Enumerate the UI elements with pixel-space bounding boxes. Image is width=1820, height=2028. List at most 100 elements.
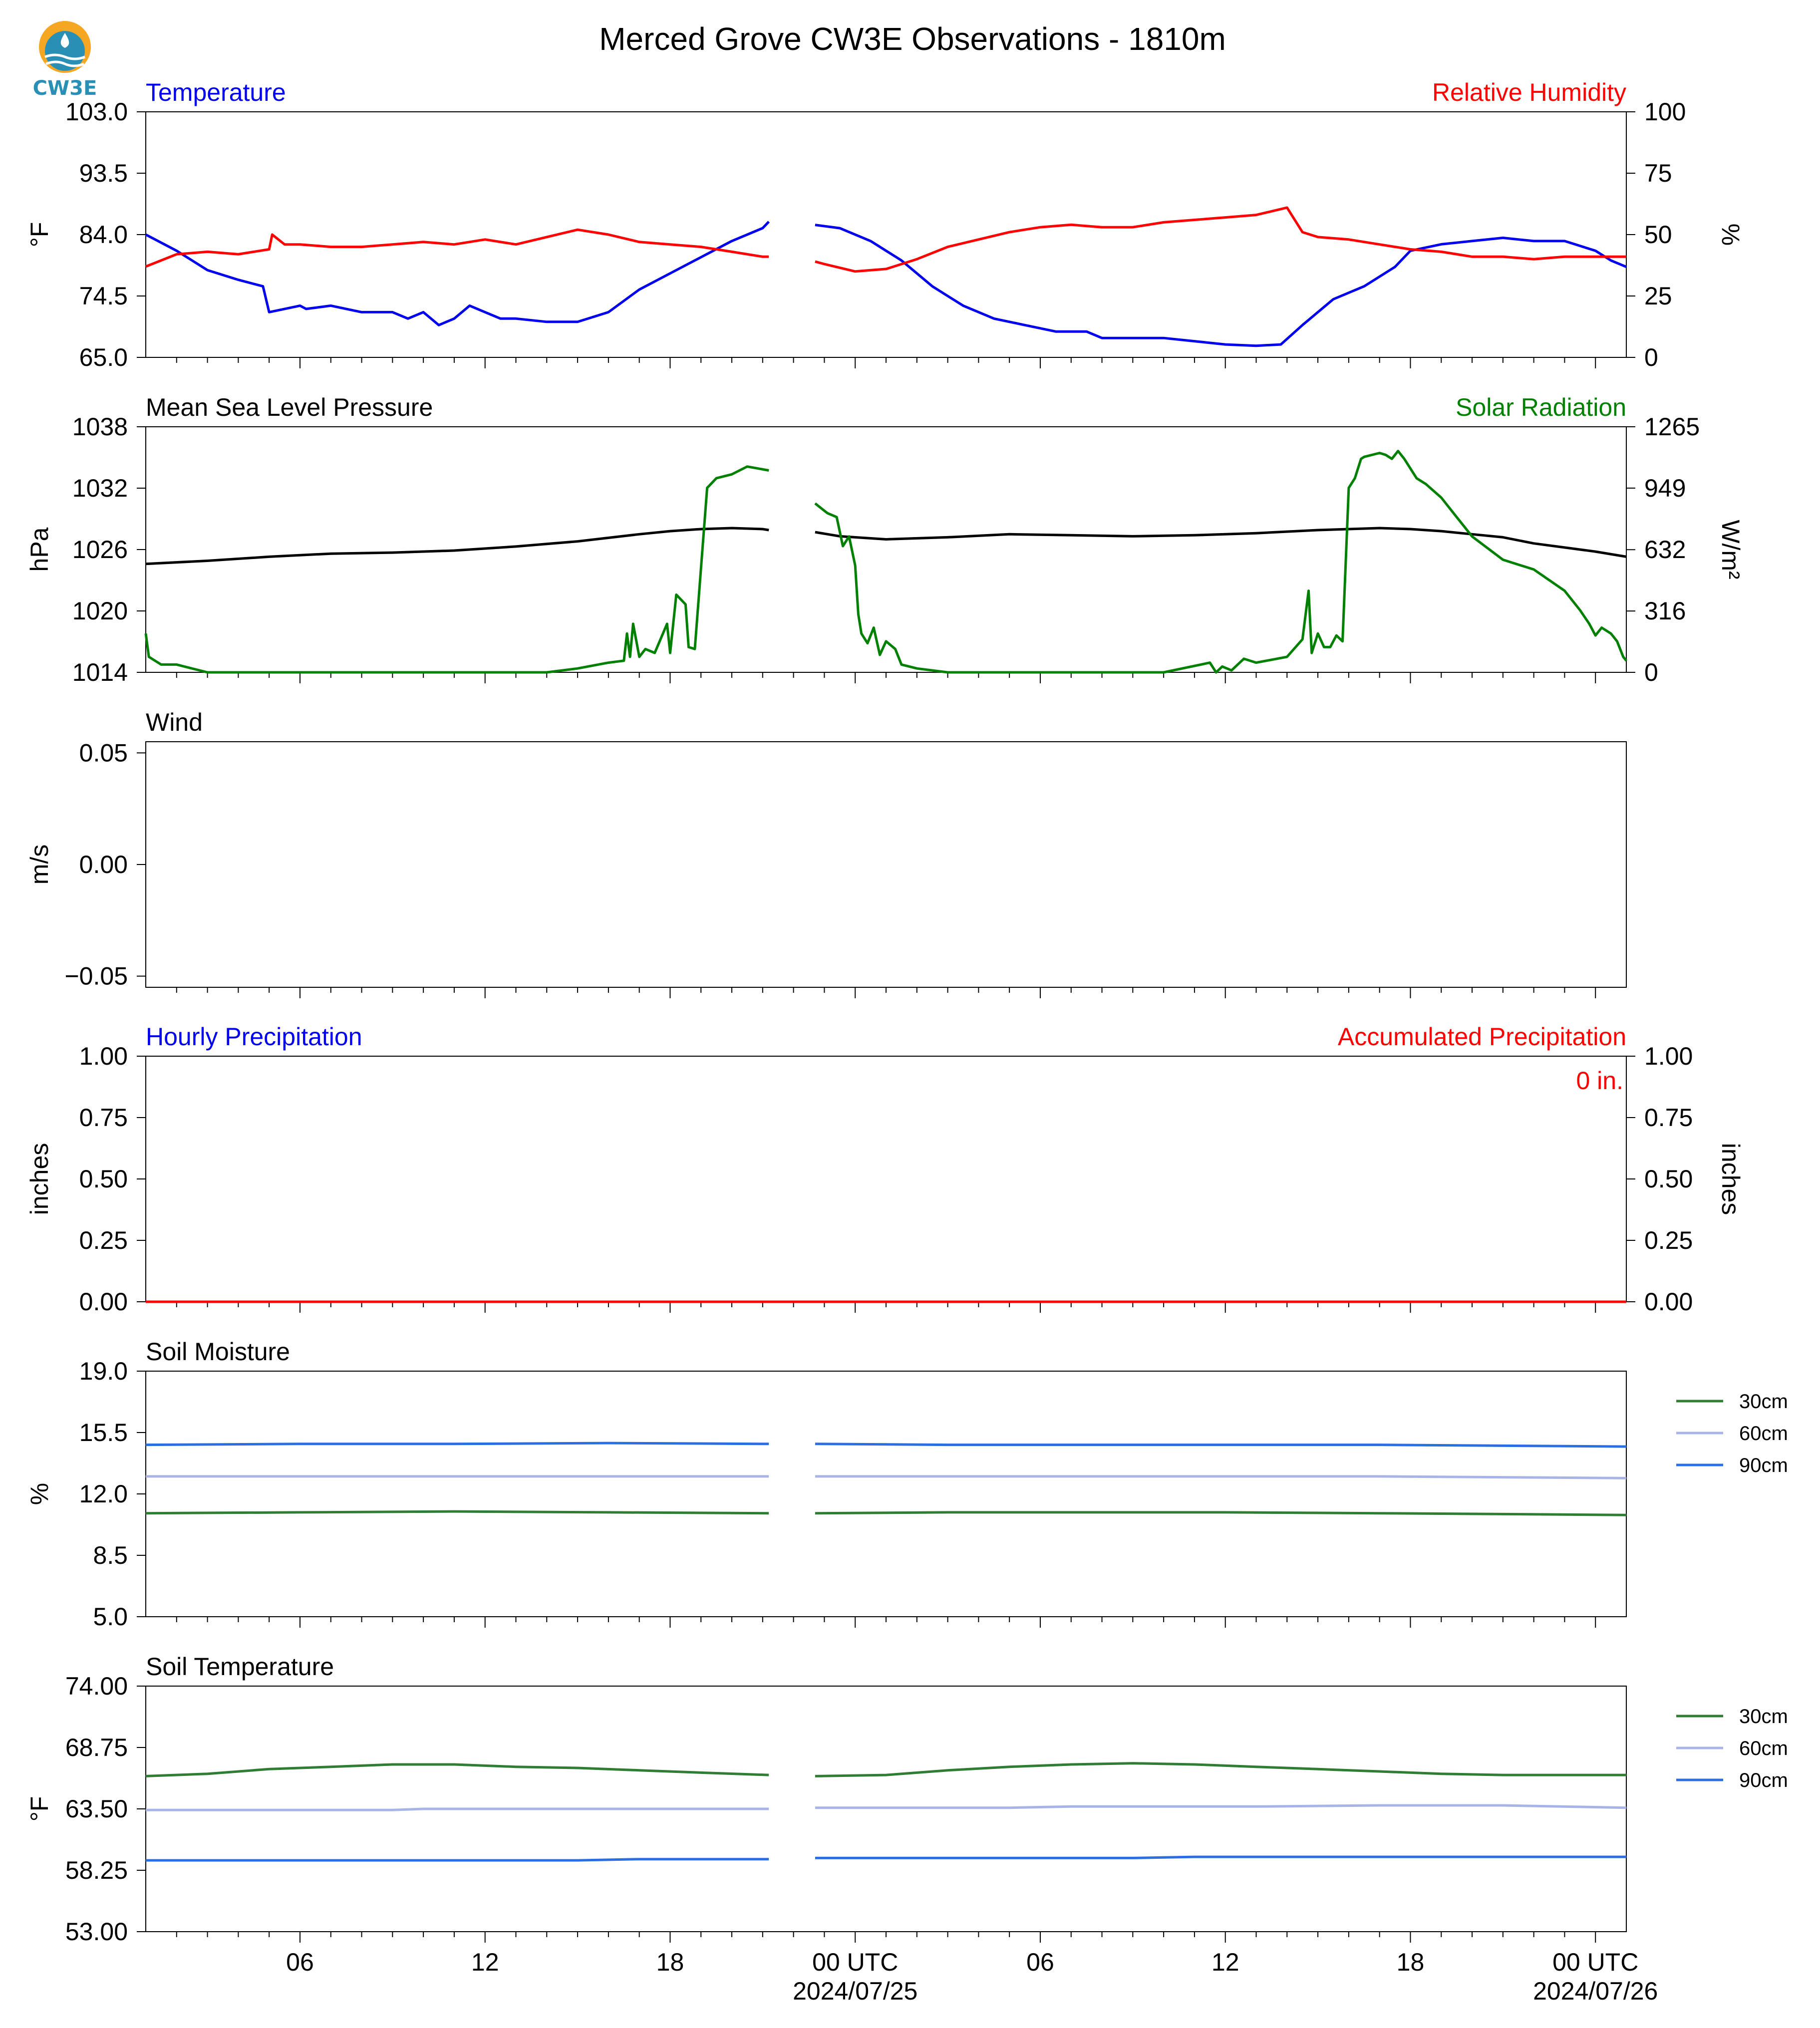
x-tick-label: 00 UTC	[812, 1948, 898, 1976]
y-right-tick-label: 949	[1644, 474, 1686, 502]
y-tick-label: 53.00	[65, 1918, 128, 1946]
y-tick-label: 74.00	[65, 1672, 128, 1700]
y-tick-label: 58.25	[65, 1856, 128, 1884]
y-right-tick-label: 0.75	[1644, 1104, 1693, 1132]
x-tick-label: 12	[471, 1948, 499, 1976]
logo-drop-icon	[60, 33, 69, 48]
figure-title: Merced Grove CW3E Observations - 1810m	[599, 21, 1226, 57]
y-tick-label: 0.50	[79, 1165, 128, 1193]
legend-label: 30cm	[1739, 1391, 1788, 1413]
y-tick-label: 74.5	[79, 282, 128, 310]
y-right-axis-label: %	[1717, 224, 1745, 246]
y-axis-label: °F	[25, 222, 53, 248]
series-line-60cm	[146, 1475, 1627, 1479]
y-tick-label: 1.00	[79, 1042, 128, 1070]
y-tick-label: 68.75	[65, 1734, 128, 1761]
cw3e-logo: CW3E	[25, 18, 105, 103]
y-tick-label: 103.0	[65, 98, 128, 126]
series-line-relative-humidity	[145, 206, 1626, 273]
y-tick-label: 93.5	[79, 159, 128, 187]
y-tick-label: 63.50	[65, 1795, 128, 1823]
series-line-90cm	[146, 1855, 1626, 1862]
y-axis-label: m/s	[25, 845, 53, 885]
y-tick-label: 12.0	[79, 1480, 128, 1508]
y-right-axis-label: inches	[1717, 1143, 1745, 1215]
legend-label: 90cm	[1739, 1454, 1788, 1476]
y-right-tick-label: 25	[1644, 282, 1672, 310]
series-line-mean-sea-level-pressure	[145, 527, 1627, 566]
plot-frame	[145, 1371, 1627, 1617]
y-tick-label: 1014	[72, 658, 128, 686]
y-right-tick-label: 0.00	[1644, 1288, 1693, 1316]
y-tick-label: 19.0	[79, 1357, 128, 1385]
panel-title-left: Soil Moisture	[146, 1338, 290, 1366]
y-right-axis-label: W/m²	[1717, 520, 1745, 579]
legend-label: 90cm	[1739, 1769, 1788, 1791]
y-tick-label: 0.00	[79, 1288, 128, 1316]
panel-title-left: Soil Temperature	[146, 1653, 334, 1681]
y-tick-label: 1020	[72, 597, 128, 625]
x-date-label: 2024/07/25	[793, 1977, 917, 2005]
panel-soil-moisture: Soil Moisture 5.0 8.5 12.0 15.5 19.0% 30cm 60cm…	[25, 1338, 1788, 1631]
y-tick-label: 0.75	[79, 1104, 128, 1132]
panel-title-right: Solar Radiation	[1456, 393, 1626, 421]
y-axis-label: °F	[25, 1796, 53, 1822]
panel-title-left: Hourly Precipitation	[146, 1023, 362, 1051]
plot-frame	[145, 111, 1627, 358]
x-tick-label: 00 UTC	[1552, 1948, 1638, 1976]
y-right-tick-label: 75	[1644, 159, 1672, 187]
panel-title-left: Mean Sea Level Pressure	[146, 393, 433, 421]
legend-label: 60cm	[1739, 1423, 1788, 1445]
logo-text: CW3E	[32, 77, 97, 100]
x-tick-label: 12	[1212, 1948, 1239, 1976]
panel-title-left: Wind	[146, 708, 203, 736]
y-tick-label: 0.00	[79, 851, 128, 878]
series-line-90cm	[145, 1442, 1627, 1448]
y-tick-label: −0.05	[64, 962, 128, 990]
y-right-tick-label: 316	[1644, 597, 1686, 625]
y-right-tick-label: 100	[1644, 98, 1686, 126]
y-tick-label: 1038	[72, 413, 128, 441]
y-tick-label: 8.5	[93, 1541, 128, 1569]
plot-frame	[145, 1056, 1627, 1302]
y-tick-label: 0.05	[79, 739, 128, 767]
logo-emblem	[39, 21, 91, 73]
y-right-tick-label: 0	[1644, 658, 1658, 686]
legend-label: 60cm	[1739, 1738, 1788, 1759]
panel-mean-sea-level-pressure: Mean Sea Level Pressure Solar Radiation 10…	[25, 393, 1745, 686]
series-line-30cm	[145, 1762, 1626, 1777]
y-right-tick-label: 1.00	[1644, 1042, 1693, 1070]
y-tick-label: 84.0	[79, 221, 128, 249]
y-tick-label: 0.25	[79, 1226, 128, 1254]
y-tick-label: 15.5	[79, 1419, 128, 1447]
plot-frame	[145, 426, 1627, 673]
y-right-tick-label: 50	[1644, 221, 1672, 249]
panels: Temperature Relative Humidity 65.0 74.5 84.0…	[25, 78, 1788, 2005]
series-line-solar-radiation	[144, 450, 1627, 674]
y-right-tick-label: 0	[1644, 343, 1658, 371]
x-date-label: 2024/07/26	[1533, 1977, 1658, 2005]
legend-label: 30cm	[1739, 1706, 1788, 1728]
y-tick-label: 65.0	[79, 343, 128, 371]
accumulated-annotation: 0 in.	[1576, 1067, 1623, 1095]
panel-title-right: Accumulated Precipitation	[1338, 1023, 1626, 1051]
y-tick-label: 1032	[72, 474, 128, 502]
y-right-tick-label: 1265	[1644, 413, 1700, 441]
series-line-temperature	[145, 221, 1627, 347]
panel-title-right: Relative Humidity	[1432, 78, 1626, 106]
series-line-30cm	[145, 1510, 1627, 1516]
panel-soil-temperature: Soil Temperature 53.00 58.25 63.50 68.75 74.0…	[25, 1653, 1788, 2005]
panel-temperature: Temperature Relative Humidity 65.0 74.5 84.0…	[25, 78, 1745, 371]
x-tick-label: 18	[656, 1948, 684, 1976]
panel-wind: Wind 0.05 0.00 −0.05 m/s	[25, 708, 1627, 998]
y-axis-label: %	[25, 1483, 53, 1505]
x-tick-label: 06	[286, 1948, 314, 1976]
y-right-tick-label: 0.25	[1644, 1226, 1693, 1254]
x-tick-label: 18	[1397, 1948, 1425, 1976]
y-tick-label: 1026	[72, 536, 128, 564]
panel-hourly-precipitation: Hourly Precipitation Accumulated Precipit…	[25, 1023, 1745, 1316]
series-line-60cm	[146, 1804, 1627, 1811]
panel-title-left: Temperature	[146, 78, 286, 106]
y-axis-label: hPa	[25, 527, 53, 572]
